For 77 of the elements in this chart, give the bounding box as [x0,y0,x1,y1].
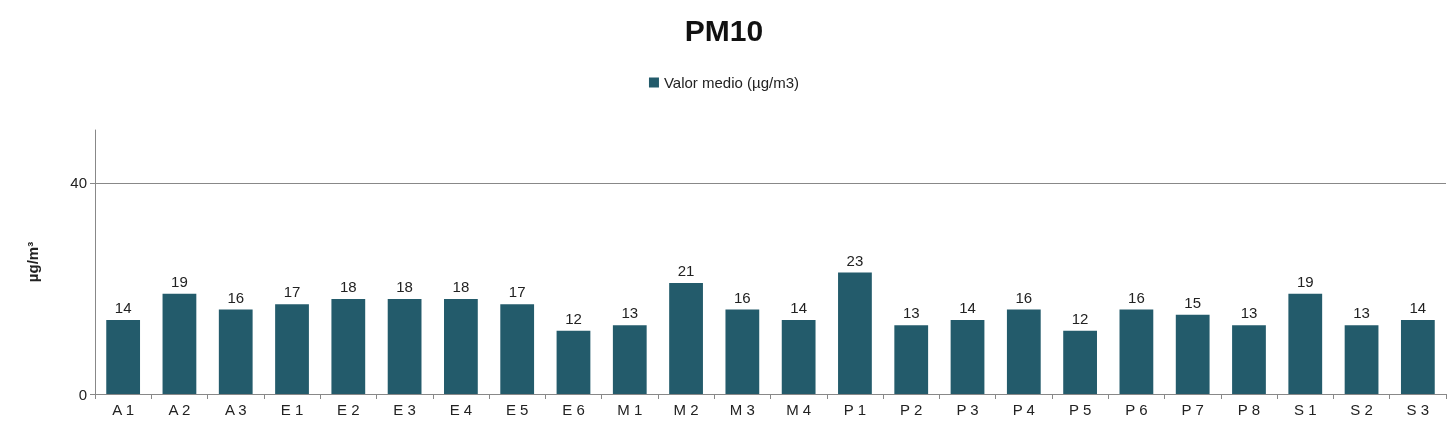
x-tick-label: A 1 [112,401,134,418]
data-label: 16 [1015,288,1033,306]
x-tick-label: M 4 [786,401,812,418]
bar [669,283,703,394]
bar [612,325,647,394]
x-tick-label: P 8 [1237,401,1261,418]
bar [1400,320,1435,394]
x-tick-label: S 1 [1294,401,1317,418]
chart-title: PM10 [684,13,764,47]
data-label: 12 [1071,309,1089,327]
legend-label: Valor medio (µg/m3) [663,74,800,91]
x-tick-label: E 1 [280,401,304,418]
x-tick-label: E 5 [505,401,529,418]
x-tick-label: P 4 [1012,401,1035,418]
bar [162,293,197,394]
data-label: 16 [227,288,245,306]
x-tick-label: E 6 [562,401,585,418]
x-tick-label: S 3 [1406,401,1430,418]
x-tick-label: E 2 [337,401,360,418]
data-label: 13 [902,304,920,322]
data-label: 14 [959,299,976,317]
x-tick-label: P 3 [956,401,979,418]
bar [1006,309,1041,394]
bar [500,304,535,394]
data-label: 23 [846,251,864,269]
bar [1232,325,1266,394]
data-label: 17 [283,283,301,301]
data-label: 14 [790,299,807,317]
bar [950,320,985,394]
data-label: 18 [452,277,470,295]
bar [1063,330,1097,394]
x-tick-label: P 7 [1181,401,1204,418]
bar [725,309,760,394]
x-tick-label: A 2 [168,401,191,418]
bar [1175,314,1210,394]
x-tick-label: E 4 [449,401,473,418]
bar [444,298,478,394]
bar [106,320,141,394]
data-label: 19 [171,272,188,290]
x-tick-label: E 3 [393,401,416,418]
bar [1344,325,1379,394]
bar [1119,309,1154,394]
y-tick-label: 0 [78,385,87,403]
x-tick-label: M 3 [729,401,755,418]
data-label: 13 [1240,304,1258,322]
data-label: 12 [565,309,582,327]
bar [781,320,816,394]
data-label: 18 [396,277,413,295]
x-tick-label: S 2 [1350,401,1373,418]
bar [1288,293,1323,394]
data-label: 16 [1128,288,1145,306]
y-axis-title: µg/m³ [24,241,41,283]
data-label: 14 [1409,299,1427,317]
data-label: 14 [114,299,132,317]
x-tick-label: P 5 [1068,401,1092,418]
data-label: 21 [677,262,695,280]
bar [894,325,929,394]
bar [838,272,872,394]
x-tick-label: P 2 [900,401,923,418]
data-label: 13 [621,304,639,322]
data-label: 19 [1296,272,1314,290]
x-tick-label: A 3 [224,401,247,418]
bar [275,304,309,394]
data-label: 15 [1184,293,1202,311]
x-tick-label: P 1 [843,401,867,418]
bar [556,330,591,394]
data-label: 17 [508,283,526,301]
y-tick-label: 40 [70,174,87,192]
data-label: 18 [339,277,357,295]
x-tick-label: P 6 [1125,401,1148,418]
bar [331,298,366,394]
data-label: 16 [734,288,751,306]
data-label: 13 [1353,304,1370,322]
x-tick-label: M 2 [673,401,699,418]
x-tick-label: M 1 [617,401,643,418]
bar [218,309,253,394]
bar [387,298,422,394]
